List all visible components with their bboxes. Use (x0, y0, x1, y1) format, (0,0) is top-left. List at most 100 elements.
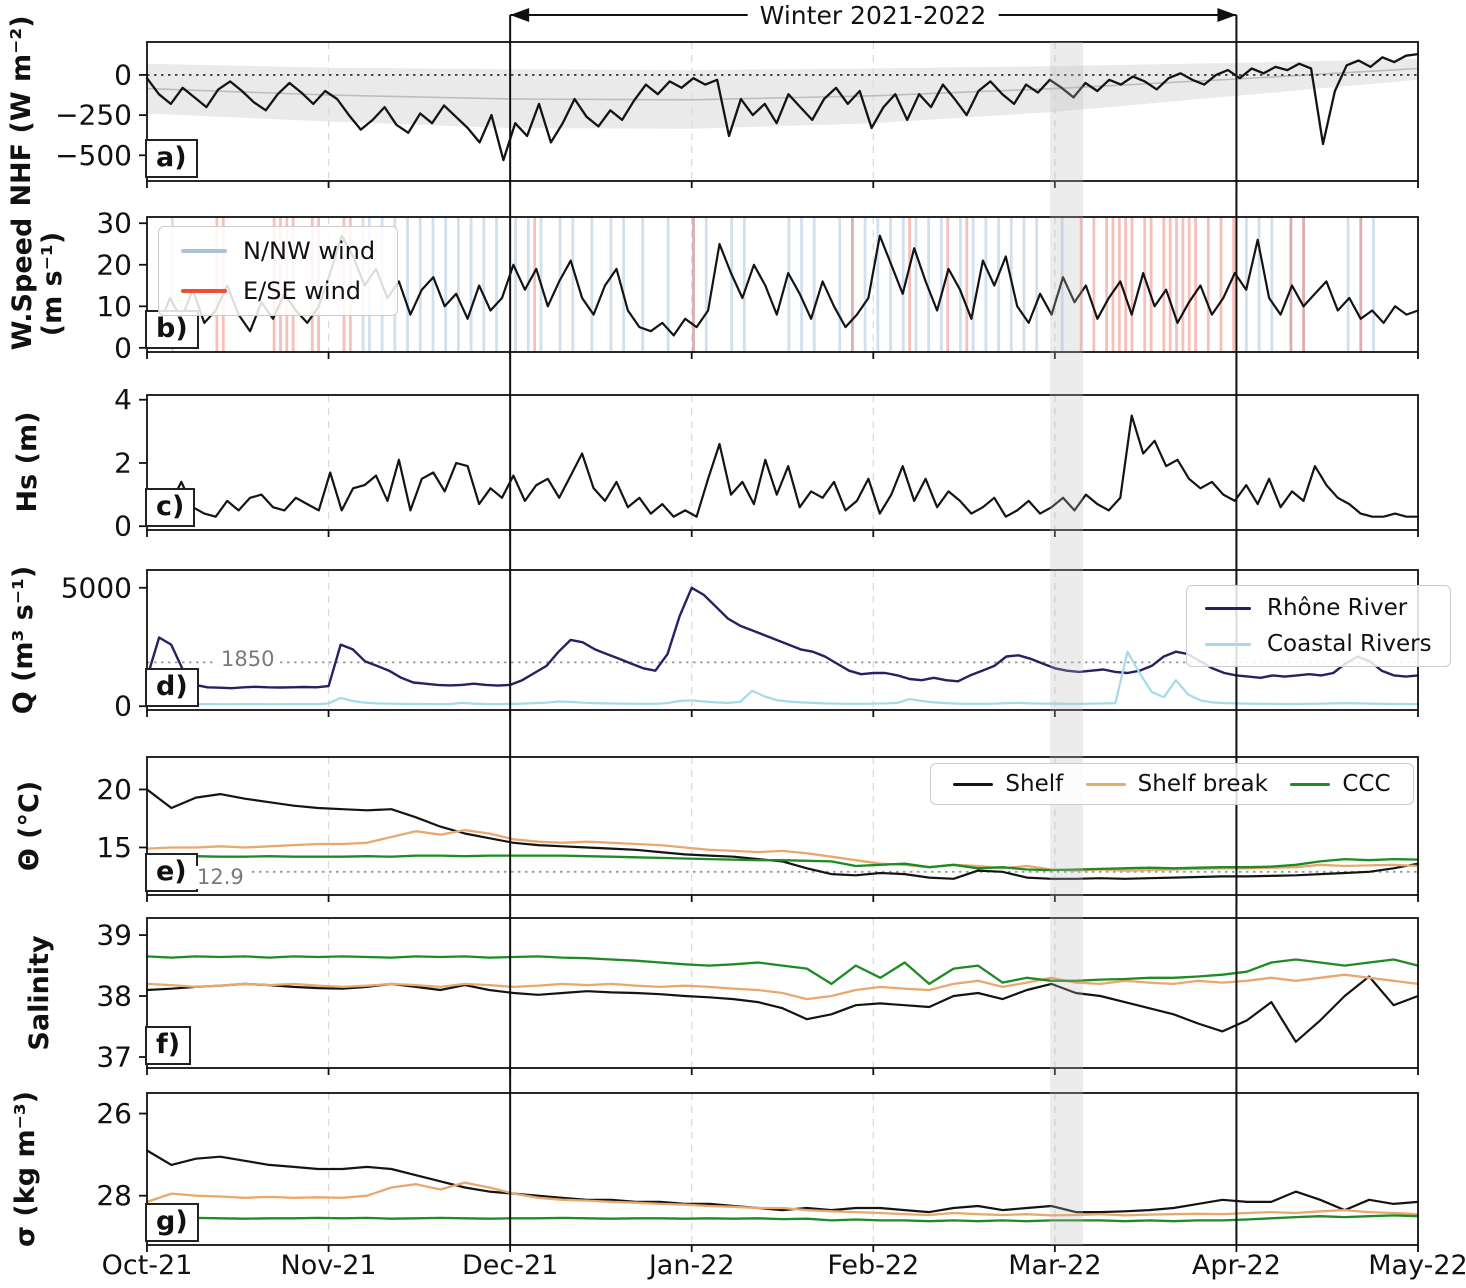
rhone-line-swatch (1205, 606, 1251, 610)
coastal-line-swatch (1205, 642, 1251, 646)
legend-item-coastal: Coastal Rivers (1205, 631, 1432, 657)
series-sigma-shelf (145, 1149, 1420, 1214)
arrow-head-right (1217, 8, 1237, 22)
x-tick-label: May-22 (1368, 1250, 1466, 1281)
nnw-wind-event-stripe (1022, 217, 1026, 352)
nnw-wind-event-stripe (1372, 217, 1375, 352)
series-coastal-rivers (145, 650, 1420, 706)
nnw-wind-event-stripe (812, 217, 816, 352)
shelf-label: Shelf (1005, 771, 1064, 797)
series-theta-shelf-break (145, 828, 1420, 872)
y-tick-label: 37 (96, 1041, 132, 1074)
nnw-wind-event-stripe (914, 217, 918, 352)
ese-wind-event-stripe (1175, 217, 1178, 352)
ese-wind-event-stripe (1079, 217, 1083, 352)
series-sigma-ccc (145, 1214, 1420, 1223)
ese-wind-event-stripe (1124, 217, 1128, 352)
panel-label-a: a) (145, 139, 198, 178)
legend-item-ese-wind: E/SE wind (181, 277, 375, 305)
nnw-wind-event-stripe (787, 217, 791, 352)
theta-ref-annotation: 12.9 (192, 865, 249, 890)
ese-wind-event-stripe (851, 217, 854, 352)
series-theta-ccc (145, 854, 1420, 872)
nnw-wind-event-stripe (418, 217, 422, 352)
coastal-label: Coastal Rivers (1267, 631, 1432, 657)
ese-wind-event-stripe (1194, 217, 1197, 352)
nnw-wind-event-stripe (1346, 217, 1350, 352)
nnw-wind-event-stripe (939, 217, 943, 352)
panel-label-g: g) (145, 1203, 199, 1242)
nnw-wind-event-stripe (800, 217, 803, 352)
ese-wind-event-stripe (692, 217, 695, 352)
nnw-wind-event-stripe (997, 217, 1000, 352)
nnw-wind-event-stripe (692, 217, 695, 352)
ese-wind-event-stripe (1302, 217, 1306, 352)
panel-border (146, 216, 1419, 353)
nnw-wind-event-stripe (984, 217, 988, 352)
ese-wind-event-stripe (1206, 217, 1210, 352)
ccc-line-swatch (1290, 782, 1331, 786)
nnw-wind-event-stripe (495, 217, 498, 352)
y-tick-label: 15 (96, 831, 132, 864)
y-tick-label: 26 (96, 1097, 132, 1130)
nnw-wind-event-stripe (742, 217, 746, 352)
nnw-wind-event-stripe (730, 217, 734, 352)
ese-wind-event-stripe (946, 217, 950, 352)
ese-wind-event-stripe (1162, 217, 1166, 352)
nnw-wind-event-stripe (558, 217, 562, 352)
nnw-wind-event-stripe (851, 217, 854, 352)
panel-g: 26 28 (96, 1092, 1420, 1252)
legend-item-rhone: Rhône River (1205, 595, 1432, 621)
climatology-envelope (147, 58, 1418, 129)
y-tick-label: 10 (96, 290, 132, 323)
nnw-wind-event-stripe (971, 217, 975, 352)
nnw-wind-event-stripe (456, 217, 460, 352)
nnw-wind-event-stripe (666, 217, 670, 352)
ese-wind-event-stripe (1105, 217, 1109, 352)
arrow-head-left (510, 8, 530, 22)
y-label-sigma: σ (kg m⁻³) (9, 1090, 41, 1248)
nnw-wind-event-stripe (1060, 217, 1064, 352)
y-tick-label: 30 (96, 207, 132, 240)
ese-wind-event-stripe (1111, 217, 1115, 352)
nnw-wind-event-stripe (1035, 217, 1039, 352)
series-salinity-shelf-break (145, 973, 1420, 1001)
nnw-wind-event-stripe (1270, 217, 1274, 352)
panel-c: 0 2 4 (114, 383, 1420, 543)
series-salinity-shelf (145, 975, 1420, 1043)
nnw-wind-event-stripe (704, 217, 708, 352)
y-tick-label: 39 (96, 919, 132, 952)
ese-wind-line-swatch (181, 289, 227, 293)
nnw-wind-line-swatch (181, 249, 227, 253)
water-masses-legend: Shelf Shelf break CCC (930, 763, 1414, 805)
ese-wind-event-stripe (908, 217, 911, 352)
y-tick-label: 4 (114, 383, 132, 416)
y-tick-label: 20 (96, 248, 132, 281)
y-tick-label: 0 (114, 331, 132, 364)
y-label-hs: Hs (m) (11, 411, 43, 513)
panel-border (146, 756, 1419, 896)
event-highlight-band (1050, 42, 1084, 1245)
ccc-label: CCC (1342, 771, 1391, 797)
nnw-wind-event-stripe (590, 217, 594, 352)
shelf-break-label: Shelf break (1137, 771, 1268, 797)
nnw-wind-event-stripe (901, 217, 905, 352)
nnw-wind-event-stripe (482, 217, 486, 352)
nnw-wind-event-stripe (622, 217, 626, 352)
panel-label-d: d) (145, 668, 199, 707)
wind-legend: N/NW wind E/SE wind (158, 226, 399, 316)
series-hs (145, 414, 1420, 518)
y-label-theta: Θ (°C) (13, 780, 45, 872)
nnw-wind-event-stripe (469, 217, 473, 352)
panel-label-b: b) (145, 310, 199, 349)
x-tick-label: Oct-21 (102, 1250, 193, 1281)
nnw-wind-event-stripe (838, 217, 842, 352)
climatology-mean-line (146, 67, 1419, 101)
series-salinity-ccc (145, 955, 1420, 986)
y-tick-label: −250 (55, 99, 132, 132)
nnw-wind-event-stripe (927, 217, 931, 352)
panel-border (146, 1092, 1419, 1246)
